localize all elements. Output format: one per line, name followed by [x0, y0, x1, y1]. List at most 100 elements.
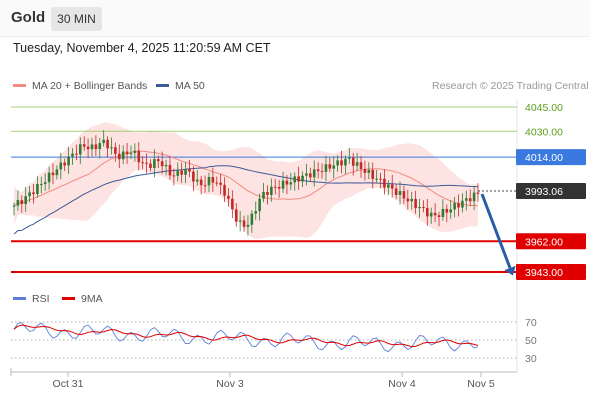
candle-body [153, 159, 156, 168]
candle-body [110, 147, 113, 149]
candle-body [316, 169, 320, 172]
candle-body [36, 184, 39, 195]
candle-body [160, 161, 164, 167]
candle-body [383, 178, 386, 188]
legend-rsi-label: RSI [32, 293, 50, 305]
level-label-4014.00: 4014.00 [525, 152, 563, 164]
candle-body [394, 188, 398, 196]
candle-body [418, 206, 421, 209]
candle-body [441, 208, 445, 218]
forecast-arrow-shaft [480, 193, 512, 269]
candle-body [180, 170, 183, 175]
candle-body [398, 191, 402, 196]
candle-body [164, 164, 168, 167]
candle-body [188, 169, 191, 172]
candle-body [406, 198, 410, 202]
candle-body [133, 150, 137, 153]
candle-body [51, 172, 55, 176]
candle-body [281, 180, 285, 189]
candle-body [266, 191, 269, 195]
candle-body [98, 143, 102, 150]
level-tag-3943.00: 3943.00 [516, 264, 586, 280]
rsi-swatch [13, 296, 26, 300]
last-price-tag-bg [516, 183, 586, 200]
level-label-4045.00: 4045.00 [525, 102, 563, 114]
candle-body [242, 220, 246, 227]
candle-body [16, 200, 20, 206]
candle-body [461, 200, 464, 208]
candle-body [47, 172, 51, 183]
candle-body [234, 209, 238, 222]
candle-body [231, 198, 234, 210]
candle-body [293, 176, 297, 183]
candle-body [55, 169, 59, 176]
candle-body [129, 152, 133, 155]
candle-body [414, 198, 417, 209]
ma20-line [13, 150, 479, 207]
candle-body [238, 220, 242, 222]
candle-body [117, 153, 121, 160]
level-tag-3962.00: 3962.00 [516, 233, 586, 250]
candle-body [43, 182, 47, 184]
legend-ma50-label: MA 50 [175, 80, 205, 92]
legend-ma20-label: MA 20 + Bollinger Bands [32, 80, 148, 92]
candle-body [137, 150, 141, 163]
candle-body [227, 195, 230, 199]
candle-body [121, 151, 125, 160]
candle-body [363, 169, 367, 173]
candle-body [277, 187, 281, 189]
candle-body [289, 182, 293, 185]
candle-body [184, 169, 187, 175]
candle-body [254, 211, 258, 214]
candle-body [192, 171, 195, 182]
candle-body [379, 178, 382, 180]
candle-body [20, 200, 24, 205]
candle-body [24, 196, 27, 205]
candle-body [410, 198, 414, 202]
candle-body [426, 208, 429, 217]
legend-rsi: RSI [13, 293, 50, 305]
candle-body [476, 192, 480, 194]
candle-body [445, 208, 449, 213]
rsi-tick-70: 70 [525, 317, 537, 329]
candle-body [102, 139, 105, 144]
rsi-ma9-line [13, 324, 479, 348]
candle-body [437, 215, 441, 218]
candle-body [114, 147, 117, 154]
ma9-swatch [62, 296, 75, 300]
last-price-label: 3993.06 [525, 186, 563, 198]
candle-body [301, 175, 304, 182]
x-tick-label-Nov-5: Nov 5 [467, 378, 495, 390]
candle-body [219, 182, 222, 185]
candle-body [195, 179, 199, 182]
candle-body [262, 191, 265, 199]
credit-text: Research © 2025 Trading Central [432, 80, 589, 92]
candle-body [387, 184, 390, 188]
ma50-line [13, 165, 479, 235]
candle-body [223, 184, 226, 196]
candle-body [429, 212, 433, 217]
candle-body [71, 153, 74, 157]
candle-body [312, 169, 316, 178]
candle-body [332, 165, 336, 169]
x-tick-label-Nov-3: Nov 3 [216, 378, 244, 390]
rsi-tick-50: 50 [525, 335, 537, 347]
candle-body [82, 144, 86, 147]
candle-body [305, 173, 308, 176]
candle-body [422, 206, 425, 209]
timeframe-button[interactable]: 30 MIN [51, 7, 102, 31]
level-tag-4014.00: 4014.00 [516, 149, 586, 166]
candle-body [270, 186, 273, 195]
candle-body [28, 192, 31, 197]
candle-body [348, 157, 351, 159]
candle-body [78, 144, 82, 155]
candle-body [141, 162, 144, 164]
level-label-4030.00: 4030.00 [525, 126, 563, 138]
candle-body [449, 209, 453, 213]
candle-body [336, 160, 339, 166]
candle-body [320, 171, 324, 173]
legend-ma20-bollinger: MA 20 + Bollinger Bands [13, 80, 147, 92]
candle-body [297, 176, 300, 182]
candle-body [39, 183, 43, 185]
